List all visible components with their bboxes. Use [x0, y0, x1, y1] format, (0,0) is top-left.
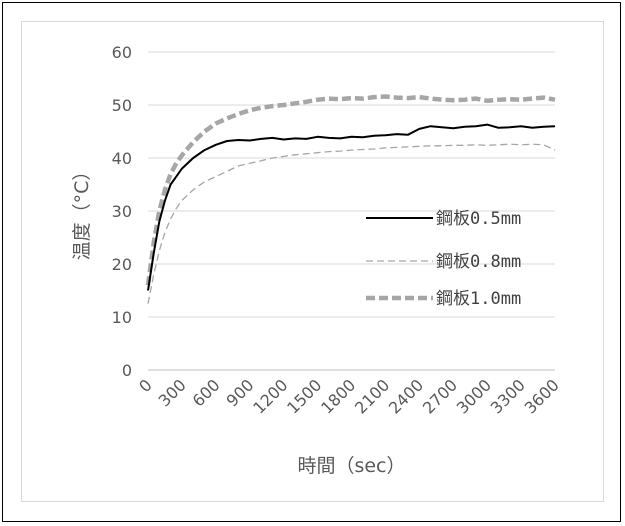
- legend-label-0: 鋼板0.5mm: [436, 209, 521, 229]
- y-tick-label: 10: [112, 308, 132, 327]
- y-tick-labels: 0 10 20 30 40 50 60: [112, 43, 132, 380]
- x-tick-label: 2400: [385, 375, 427, 417]
- y-tick-label: 60: [112, 43, 132, 62]
- chart-area: [21, 21, 604, 502]
- y-axis-title: 温度（°C）: [71, 162, 93, 261]
- x-tick-label: 300: [155, 375, 190, 410]
- x-tick-label: 600: [189, 375, 224, 410]
- x-tick-label: 0: [135, 375, 156, 396]
- series-line-1: [147, 143, 556, 304]
- x-tick-label: 1800: [317, 375, 359, 417]
- x-axis-title: 時間（sec）: [297, 455, 405, 477]
- x-tick-labels: 0300600900120015001800210024002700300033…: [135, 375, 563, 417]
- x-tick-label: 2700: [419, 375, 461, 417]
- series-lines: [145, 94, 556, 304]
- series-line-0: [147, 123, 556, 291]
- y-tick-label: 40: [112, 149, 132, 168]
- y-tick-label: 50: [112, 96, 132, 115]
- legend-label-1: 鋼板0.8mm: [436, 252, 521, 272]
- y-tick-label: 20: [112, 255, 132, 274]
- figure-frame: [2, 2, 621, 522]
- x-tick-label: 3600: [521, 375, 563, 417]
- x-tick-label: 3300: [487, 375, 529, 417]
- series-line-2: [145, 94, 556, 286]
- x-tick-label: 2100: [351, 375, 393, 417]
- x-tick-label: 1200: [249, 375, 291, 417]
- x-tick-label: 3000: [453, 375, 495, 417]
- y-tick-label: 0: [122, 361, 132, 380]
- legend: 鋼板0.5mm 鋼板0.8mm 鋼板1.0mm: [366, 209, 521, 309]
- y-tick-label: 30: [112, 202, 132, 221]
- x-tick-label: 1500: [283, 375, 325, 417]
- gridlines: [148, 51, 555, 371]
- legend-label-2: 鋼板1.0mm: [436, 289, 521, 309]
